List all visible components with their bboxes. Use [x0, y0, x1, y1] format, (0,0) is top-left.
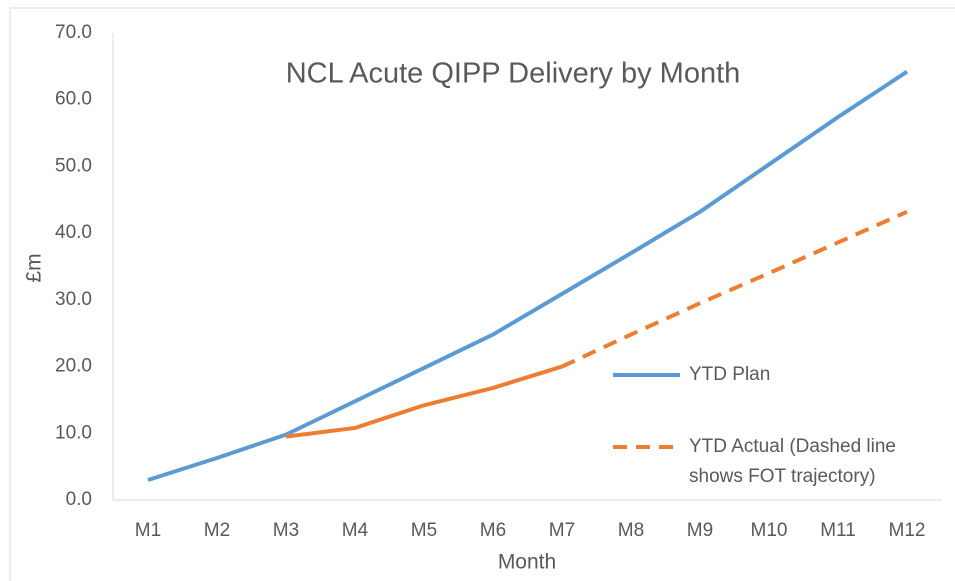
y-axis-label: £m: [23, 253, 46, 282]
x-tick-label: M10: [751, 520, 788, 541]
x-tick-label: M7: [549, 520, 575, 541]
y-tick-label: 40.0: [55, 222, 92, 243]
x-tick-label: M11: [820, 520, 856, 541]
legend-label: YTD Plan: [689, 364, 771, 385]
x-axis-label: Month: [498, 551, 556, 574]
x-tick-label: M8: [618, 520, 644, 541]
y-tick-label: 60.0: [55, 89, 92, 110]
line-dashed: [561, 209, 908, 369]
y-tick-label: 20.0: [55, 356, 92, 377]
x-tick-label: M5: [411, 520, 437, 541]
y-tick-label: 50.0: [55, 155, 92, 176]
y-tick-label: 30.0: [55, 289, 92, 310]
x-tick-label: M12: [889, 520, 926, 541]
x-tick-label: M6: [480, 520, 506, 541]
y-tick-label: 0.0: [66, 489, 92, 510]
x-tick-label: M2: [204, 520, 230, 541]
x-tick-label: M9: [687, 520, 713, 541]
y-tick-label: 70.0: [55, 22, 92, 43]
x-tick-label: M4: [342, 520, 369, 541]
line: [147, 70, 909, 482]
y-tick-label: 10.0: [55, 422, 92, 443]
line: [285, 364, 563, 439]
x-tick-label: M3: [273, 520, 299, 541]
chart-title: NCL Acute QIPP Delivery by Month: [286, 58, 741, 90]
x-tick-label: M1: [135, 520, 161, 541]
legend-label: YTD Actual (Dashed line shows FOT trajec…: [689, 436, 896, 487]
